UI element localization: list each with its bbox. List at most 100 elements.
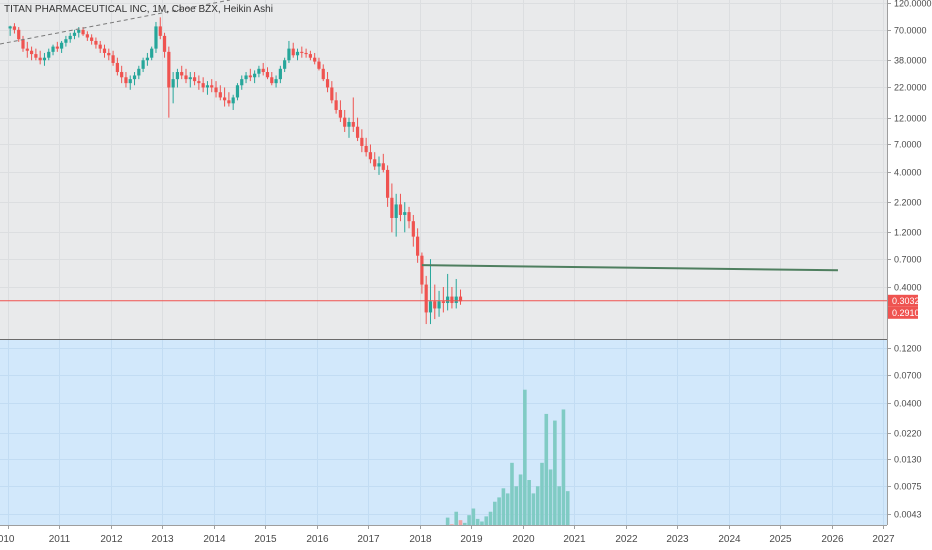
candle-down[interactable] <box>351 121 355 127</box>
candle-down[interactable] <box>343 117 347 127</box>
candle-down[interactable] <box>373 159 377 167</box>
volume-bar[interactable] <box>561 409 566 525</box>
volume-bar[interactable] <box>497 497 501 525</box>
candle-down[interactable] <box>102 48 107 53</box>
volume-bar[interactable] <box>480 521 484 525</box>
candle-down[interactable] <box>416 236 420 256</box>
candle-up[interactable] <box>295 51 300 56</box>
candle-down[interactable] <box>218 92 222 98</box>
volume-bar[interactable] <box>475 518 480 525</box>
candle-up[interactable] <box>278 68 282 80</box>
volume-bar[interactable] <box>458 520 463 525</box>
volume-bar[interactable] <box>450 524 454 525</box>
candle-down[interactable] <box>368 152 373 160</box>
candle-down[interactable] <box>12 26 17 30</box>
volume-bar[interactable] <box>535 486 540 525</box>
candle-up[interactable] <box>287 48 291 61</box>
candle-up[interactable] <box>446 296 450 304</box>
candle-down[interactable] <box>81 29 85 35</box>
volume-bar[interactable] <box>493 501 497 525</box>
candle-down[interactable] <box>390 197 394 218</box>
candle-down[interactable] <box>21 39 25 49</box>
candle-down[interactable] <box>214 87 218 93</box>
volume-bar[interactable] <box>510 462 514 525</box>
candle-down[interactable] <box>308 54 312 58</box>
candle-down[interactable] <box>411 221 415 237</box>
candle-up[interactable] <box>47 51 51 58</box>
volume-bar[interactable] <box>484 516 489 525</box>
volume-bar[interactable] <box>501 488 506 525</box>
volume-bar[interactable] <box>531 493 536 525</box>
candle-down[interactable] <box>265 72 270 78</box>
volume-bar[interactable] <box>467 515 471 525</box>
candle-down[interactable] <box>441 301 445 304</box>
candle-up[interactable] <box>72 32 77 36</box>
candle-down[interactable] <box>98 44 102 49</box>
candle-up[interactable] <box>171 79 175 88</box>
candle-up[interactable] <box>253 73 257 78</box>
candle-down[interactable] <box>360 137 364 146</box>
candle-down[interactable] <box>85 34 89 38</box>
candle-down[interactable] <box>162 35 167 52</box>
candle-down[interactable] <box>197 81 201 84</box>
candle-down[interactable] <box>291 48 295 56</box>
candle-down[interactable] <box>184 75 188 80</box>
candle-up[interactable] <box>150 48 154 58</box>
candle-down[interactable] <box>25 48 29 51</box>
candle-up[interactable] <box>283 60 287 69</box>
candle-down[interactable] <box>210 85 214 88</box>
candle-up[interactable] <box>8 26 12 29</box>
candle-down[interactable] <box>94 40 98 45</box>
volume-bar[interactable] <box>527 480 531 525</box>
candle-up[interactable] <box>68 35 72 40</box>
volume-bar[interactable] <box>505 493 510 525</box>
candle-up[interactable] <box>42 57 47 61</box>
candle-up[interactable] <box>175 72 180 80</box>
volume-bar[interactable] <box>462 522 467 525</box>
volume-bar[interactable] <box>445 517 450 525</box>
volume-bar[interactable] <box>544 413 549 525</box>
volume-bar[interactable] <box>540 462 544 525</box>
candle-down[interactable] <box>450 296 454 304</box>
candle-down[interactable] <box>167 51 171 88</box>
volume-bar[interactable] <box>565 491 570 525</box>
candle-up[interactable] <box>403 212 407 215</box>
volume-bar[interactable] <box>523 389 527 525</box>
candle-down[interactable] <box>111 55 115 63</box>
volume-bar[interactable] <box>557 486 561 525</box>
candle-down[interactable] <box>261 68 265 73</box>
volume-bar[interactable] <box>514 486 519 525</box>
candle-up[interactable] <box>231 97 235 104</box>
candle-down[interactable] <box>38 57 42 61</box>
candle-down[interactable] <box>364 145 368 153</box>
candle-up[interactable] <box>51 46 55 52</box>
candle-down[interactable] <box>158 26 162 36</box>
candle-down[interactable] <box>433 301 437 309</box>
candle-down[interactable] <box>248 75 252 78</box>
candle-down[interactable] <box>300 51 304 53</box>
candle-up[interactable] <box>205 85 210 88</box>
candle-down[interactable] <box>321 68 325 80</box>
candle-down[interactable] <box>325 79 330 88</box>
candle-up[interactable] <box>274 79 278 84</box>
candle-down[interactable] <box>17 29 21 40</box>
candle-down[interactable] <box>192 77 197 82</box>
candle-down[interactable] <box>107 52 111 56</box>
candle-down[interactable] <box>120 72 124 78</box>
candle-down[interactable] <box>29 50 34 55</box>
candle-up[interactable] <box>257 68 261 74</box>
candle-up[interactable] <box>188 77 192 80</box>
candle-up[interactable] <box>428 301 433 313</box>
candle-down[interactable] <box>458 296 463 302</box>
candle-down[interactable] <box>420 255 424 285</box>
candle-down[interactable] <box>55 46 59 49</box>
candle-down[interactable] <box>407 212 411 222</box>
candle-down[interactable] <box>398 204 403 215</box>
candle-up[interactable] <box>77 29 81 33</box>
candle-down[interactable] <box>385 169 390 198</box>
candle-down[interactable] <box>334 100 338 110</box>
candle-down[interactable] <box>381 163 385 170</box>
candle-down[interactable] <box>124 77 128 84</box>
candle-up[interactable] <box>137 68 141 76</box>
